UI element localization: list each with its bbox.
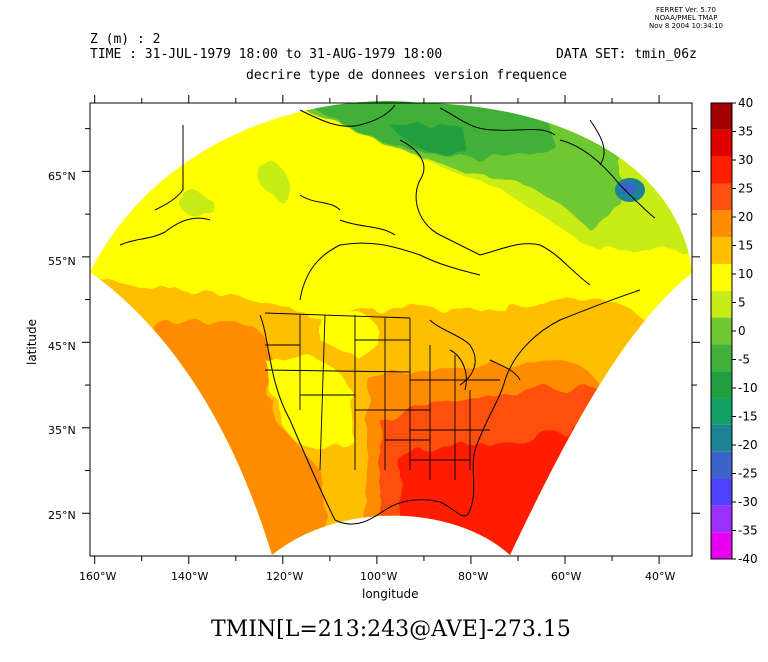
y-axis-label: latitude <box>25 318 39 365</box>
colorbar-swatch <box>711 210 732 238</box>
y-tick-label: 35°N <box>48 424 76 437</box>
z-level-label: Z (m) : 2 <box>90 32 161 47</box>
colorbar-swatch <box>711 290 732 318</box>
credit-version: FERRET Ver. 5.70 <box>656 6 716 14</box>
credit-org: NOAA/PMEL TMAP <box>654 14 718 22</box>
colorbar-swatch <box>711 263 732 291</box>
colorbar-swatch <box>711 424 732 452</box>
colorbar-label: 35 <box>738 125 753 139</box>
x-tick-label: 160°W <box>79 570 117 583</box>
y-tick-label: 45°N <box>48 340 76 353</box>
x-tick-label: 60°W <box>551 570 582 583</box>
credit-date: Nov 8 2004 10:34:10 <box>648 22 724 30</box>
x-tick-label: 120°W <box>266 570 304 583</box>
colorbar-label: 0 <box>738 324 746 338</box>
x-tick-label: 80°W <box>458 570 489 583</box>
x-tick-label: 100°W <box>360 570 398 583</box>
colorbar-label: -40 <box>738 552 758 566</box>
colorbar-label: -35 <box>738 524 758 538</box>
colorbar-label: -15 <box>738 410 758 424</box>
colorbar-label: 15 <box>738 239 753 253</box>
coastlines <box>119 104 656 525</box>
colorbar-label: 40 <box>738 96 753 110</box>
subtitle: decrire type de donnees version frequenc… <box>246 68 567 83</box>
y-tick-label: 25°N <box>48 509 76 522</box>
colorbar-swatch <box>711 183 732 211</box>
colorbar-label: -30 <box>738 495 758 509</box>
variable-caption: TMIN[L=213:243@AVE]-273.15 <box>211 617 571 642</box>
colorbar-label: -20 <box>738 438 758 452</box>
colorbar-swatch <box>711 317 732 345</box>
colorbar-swatch <box>711 344 732 372</box>
y-tick-label: 55°N <box>48 255 76 268</box>
colorbar-label: 5 <box>738 296 746 310</box>
colorbar-swatch <box>711 129 732 157</box>
colorbar-label: 25 <box>738 182 753 196</box>
colorbar-swatch <box>711 478 732 506</box>
colorbar-label: 30 <box>738 153 753 167</box>
colorbar-label: -10 <box>738 381 758 395</box>
colorbar-label: 20 <box>738 210 753 224</box>
colorbar-swatch <box>711 156 732 184</box>
dataset-label: DATA SET: tmin_06z <box>556 47 697 62</box>
x-tick-label: 40°W <box>645 570 676 583</box>
x-ticks <box>94 95 660 564</box>
colorbar-label: -5 <box>738 353 750 367</box>
x-axis-label: longitude <box>362 587 419 601</box>
x-tick-label: 140°W <box>171 570 209 583</box>
y-tick-label: 65°N <box>48 170 76 183</box>
colorbar-swatch <box>711 451 732 479</box>
colorbar-swatch <box>711 505 732 533</box>
state-borders <box>264 312 500 480</box>
colorbar: -40 -35 -30 -25 -20 -15 -10 -5 0 5 10 15 20 25 30 35 40 <box>710 96 758 566</box>
plot-frame <box>89 102 693 557</box>
ferret-credit: FERRET Ver. 5.70 NOAA/PMEL TMAP Nov 8 20… <box>646 6 726 30</box>
colorbar-swatch <box>711 237 732 264</box>
colorbar-swatch <box>711 103 732 130</box>
colorbar-label: -25 <box>738 467 758 481</box>
colorbar-label: 10 <box>738 267 753 281</box>
colorbar-swatch <box>711 398 732 425</box>
colorbar-swatch <box>711 371 732 399</box>
colorbar-swatch <box>711 532 732 559</box>
y-ticks <box>82 128 700 514</box>
time-range-label: TIME : 31-JUL-1979 18:00 to 31-AUG-1979 … <box>90 47 443 62</box>
